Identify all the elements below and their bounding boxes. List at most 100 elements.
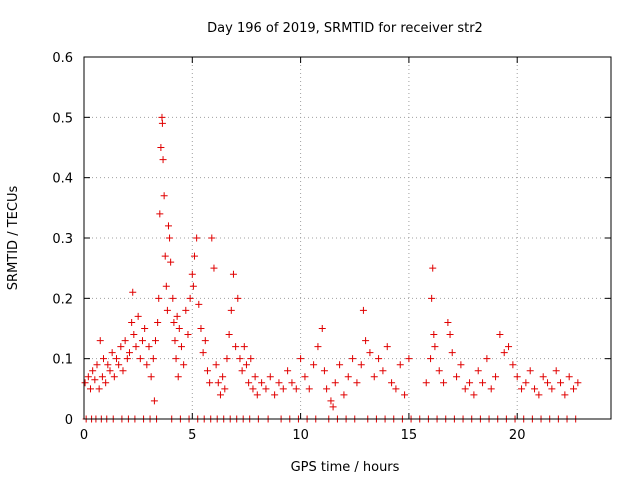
data-point: [212, 361, 220, 369]
data-point: [329, 403, 337, 411]
data-point: [81, 379, 89, 387]
data-point: [301, 373, 309, 381]
data-point: [457, 361, 465, 369]
data-point: [526, 367, 534, 375]
data-point: [375, 355, 383, 363]
data-point: [271, 391, 279, 399]
y-tick-labels: 0 0.1 0.2 0.3 0.4 0.5 0.6: [52, 51, 73, 428]
data-point: [362, 337, 370, 345]
data-point: [518, 385, 526, 393]
data-point: [160, 192, 168, 200]
data-point: [157, 144, 165, 151]
data-point: [548, 385, 556, 393]
data-point: [422, 379, 430, 387]
data-point: [229, 270, 237, 278]
data-point: [245, 379, 253, 387]
data-point: [461, 385, 469, 393]
data-point: [234, 294, 242, 302]
data-point: [505, 343, 513, 351]
data-point: [487, 385, 495, 393]
data-point: [172, 355, 180, 363]
y-tick-label: 0.4: [52, 172, 73, 187]
data-point: [186, 294, 194, 302]
data-point: [145, 343, 153, 351]
data-point: [500, 349, 508, 357]
x-tick-label: 5: [188, 428, 196, 443]
data-point: [174, 373, 182, 381]
data-point: [162, 282, 170, 290]
data-point: [149, 355, 157, 363]
data-point: [531, 385, 539, 393]
data-point: [320, 367, 328, 375]
data-point: [119, 367, 127, 375]
data-point: [227, 306, 235, 314]
data-point: [171, 337, 179, 345]
grid: [84, 57, 611, 419]
data-point: [405, 355, 413, 363]
x-tick-label: 10: [292, 428, 309, 443]
data-point: [262, 385, 270, 393]
data-point: [95, 385, 103, 393]
data-point: [147, 373, 155, 381]
data-point: [219, 373, 227, 381]
data-point: [189, 282, 197, 290]
data-point: [161, 252, 169, 260]
data-point: [392, 385, 400, 393]
data-point: [210, 264, 218, 272]
data-point: [141, 325, 149, 332]
y-tick-label: 0.5: [52, 111, 73, 126]
data-point: [288, 379, 296, 387]
data-point: [429, 264, 437, 272]
data-point: [96, 337, 104, 345]
data-point: [156, 210, 164, 218]
data-point: [340, 391, 348, 399]
data-point: [121, 337, 129, 345]
data-point: [242, 361, 250, 369]
data-point: [112, 355, 120, 363]
data-point: [158, 119, 166, 127]
data-point: [159, 156, 167, 164]
data-point: [143, 361, 151, 369]
data-point: [479, 379, 487, 387]
data-point: [428, 294, 436, 302]
data-point: [240, 343, 248, 351]
data-point: [132, 343, 140, 351]
y-tick-label: 0: [65, 413, 73, 428]
data-point: [470, 391, 478, 399]
data-point: [466, 379, 474, 387]
data-point: [138, 337, 146, 345]
data-point: [206, 379, 214, 387]
data-point: [175, 325, 183, 332]
data-point: [570, 385, 578, 393]
data-point: [292, 385, 300, 393]
y-tick-label: 0.2: [52, 292, 73, 307]
data-point: [266, 373, 274, 381]
x-tick-label: 20: [509, 428, 526, 443]
y-tick-label: 0.3: [52, 232, 73, 247]
data-point: [173, 312, 181, 320]
data-point: [177, 343, 185, 351]
data-point: [253, 391, 261, 399]
data-point: [104, 361, 112, 369]
data-point: [557, 379, 565, 387]
data-point: [492, 373, 500, 381]
data-point: [349, 355, 357, 363]
data-point: [129, 288, 137, 296]
data-point: [197, 325, 205, 332]
data-point: [401, 391, 409, 399]
data-point: [151, 337, 159, 345]
data-point: [305, 385, 313, 393]
data-point: [431, 343, 439, 351]
data-point: [396, 361, 404, 369]
data-point: [327, 397, 335, 405]
data-point: [238, 367, 246, 375]
data-point: [318, 325, 326, 332]
data-point: [221, 385, 229, 393]
data-point: [199, 349, 207, 357]
data-point: [167, 258, 175, 266]
data-point: [214, 379, 222, 387]
data-point: [446, 331, 454, 339]
data-point: [110, 373, 118, 381]
data-point: [483, 355, 491, 363]
data-point: [353, 379, 361, 387]
